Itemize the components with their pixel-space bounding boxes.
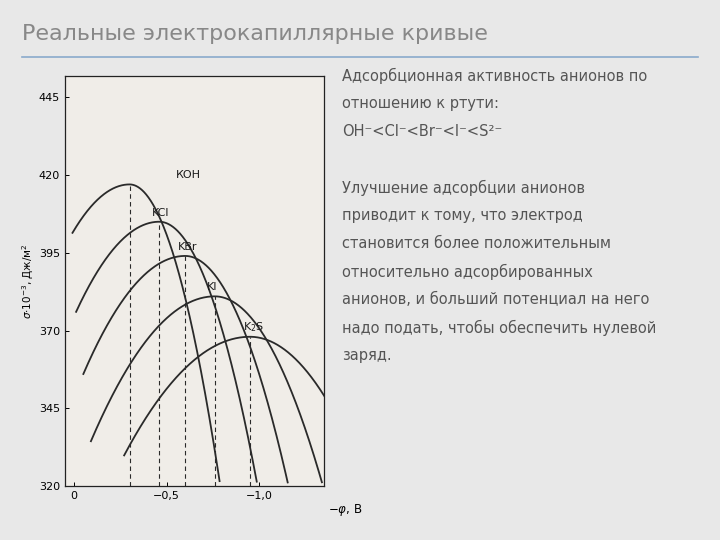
Text: надо подать, чтобы обеспечить нулевой: надо подать, чтобы обеспечить нулевой: [342, 320, 657, 336]
Y-axis label: $\sigma{\cdot}10^{-3}$, Дж/м$^2$: $\sigma{\cdot}10^{-3}$, Дж/м$^2$: [19, 243, 35, 319]
X-axis label: $-\varphi$, В: $-\varphi$, В: [328, 502, 362, 518]
Text: приводит к тому, что электрод: приводит к тому, что электрод: [342, 208, 582, 223]
Text: OH⁻<Cl⁻<Br⁻<I⁻<S²⁻: OH⁻<Cl⁻<Br⁻<I⁻<S²⁻: [342, 124, 503, 139]
Text: становится более положительным: становится более положительным: [342, 236, 611, 251]
Text: KBr: KBr: [178, 242, 197, 252]
Text: КОН: КОН: [176, 170, 201, 180]
Text: заряд.: заряд.: [342, 348, 392, 363]
Text: KI: KI: [207, 282, 218, 292]
Text: KCl: KCl: [152, 207, 169, 218]
Text: относительно адсорбированных: относительно адсорбированных: [342, 264, 593, 280]
Text: K$_2$S: K$_2$S: [243, 321, 264, 334]
Text: отношению к ртути:: отношению к ртути:: [342, 96, 499, 111]
Text: Улучшение адсорбции анионов: Улучшение адсорбции анионов: [342, 180, 585, 196]
Text: анионов, и больший потенциал на него: анионов, и больший потенциал на него: [342, 292, 649, 307]
Text: Адсорбционная активность анионов по: Адсорбционная активность анионов по: [342, 68, 647, 84]
Text: Реальные электрокапиллярные кривые: Реальные электрокапиллярные кривые: [22, 24, 487, 44]
